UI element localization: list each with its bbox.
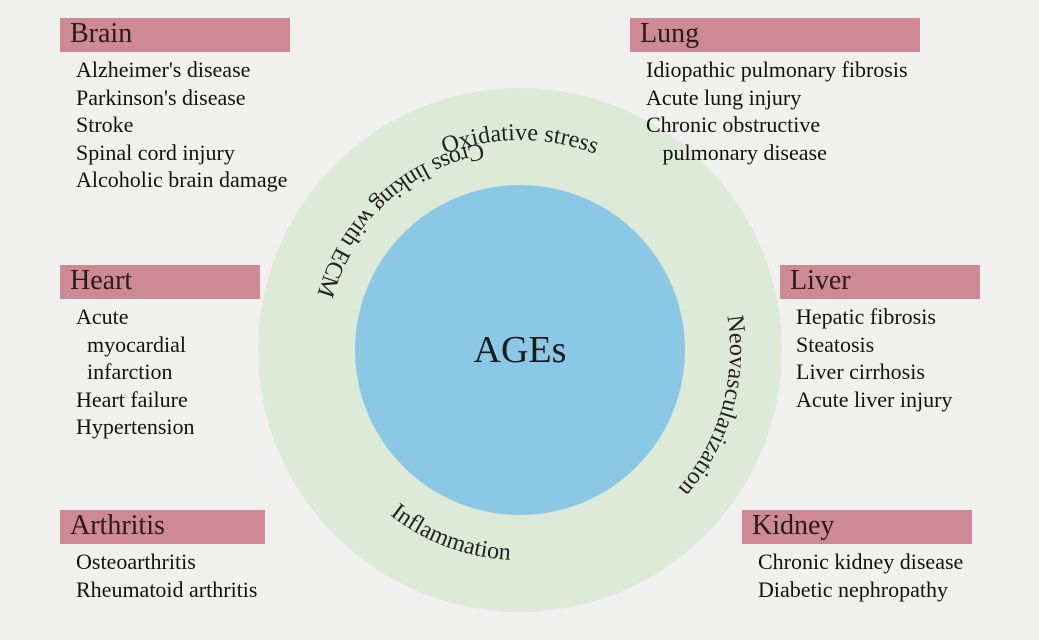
organ-block-arthritis: Arthritis OsteoarthritisRheumatoid arthri… [60, 510, 340, 603]
organ-header-kidney: Kidney [742, 510, 972, 544]
organ-item: Hypertension [76, 413, 340, 441]
organ-item: Parkinson's disease [76, 84, 340, 112]
inner-circle: AGEs [355, 185, 685, 515]
organ-header-liver: Liver [780, 265, 980, 299]
organ-item: Heart failure [76, 386, 340, 414]
organ-block-lung: LungIdiopathic pulmonary fibrosisAcute l… [630, 18, 910, 166]
organ-item: myocardial [76, 331, 340, 359]
organ-items-liver: Hepatic fibrosisSteatosisLiver cirrhosis… [780, 303, 1039, 413]
organ-item: Liver cirrhosis [796, 358, 1039, 386]
organ-item: Acute lung injury [646, 84, 910, 112]
center-label: AGEs [474, 328, 567, 372]
organ-item: Chronic obstructive [646, 111, 910, 139]
organ-header-lung: Lung [630, 18, 920, 52]
organ-item: Hepatic fibrosis [796, 303, 1039, 331]
organ-item: infarction [76, 358, 340, 386]
organ-header-heart: Heart [60, 265, 260, 299]
organ-item: Osteoarthritis [76, 548, 340, 576]
organ-item: Alcoholic brain damage [76, 166, 340, 194]
organ-block-brain: Brain Alzheimer's diseaseParkinson's dise… [60, 18, 340, 194]
organ-item: Rheumatoid arthritis [76, 576, 340, 604]
organ-item: pulmonary disease [646, 139, 910, 167]
organ-block-kidney: Kidney Chronic kidney diseaseDiabetic nep… [742, 510, 1022, 603]
organ-item: Stroke [76, 111, 340, 139]
organ-item: Steatosis [796, 331, 1039, 359]
organ-item: Idiopathic pulmonary fibrosis [646, 56, 910, 84]
organ-item: Acute [76, 303, 340, 331]
organ-item: Diabetic nephropathy [758, 576, 1022, 604]
organ-item: Alzheimer's disease [76, 56, 340, 84]
organ-item: Chronic kidney disease [758, 548, 1022, 576]
organ-block-liver: Liver Hepatic fibrosisSteatosisLiver cirr… [780, 265, 1039, 413]
organ-header-brain: Brain [60, 18, 290, 52]
organ-block-heart: Heart Acute myocardial infarctionHeart fa… [60, 265, 340, 441]
organ-items-brain: Alzheimer's diseaseParkinson's diseaseSt… [60, 56, 340, 194]
organ-items-kidney: Chronic kidney diseaseDiabetic nephropat… [742, 548, 1022, 603]
organ-header-arthritis: Arthritis [60, 510, 265, 544]
organ-items-lung: Idiopathic pulmonary fibrosisAcute lung … [630, 56, 910, 166]
organ-items-arthritis: OsteoarthritisRheumatoid arthritis [60, 548, 340, 603]
organ-item: Acute liver injury [796, 386, 1039, 414]
organ-item: Spinal cord injury [76, 139, 340, 167]
organ-items-heart: Acute myocardial infarctionHeart failure… [60, 303, 340, 441]
